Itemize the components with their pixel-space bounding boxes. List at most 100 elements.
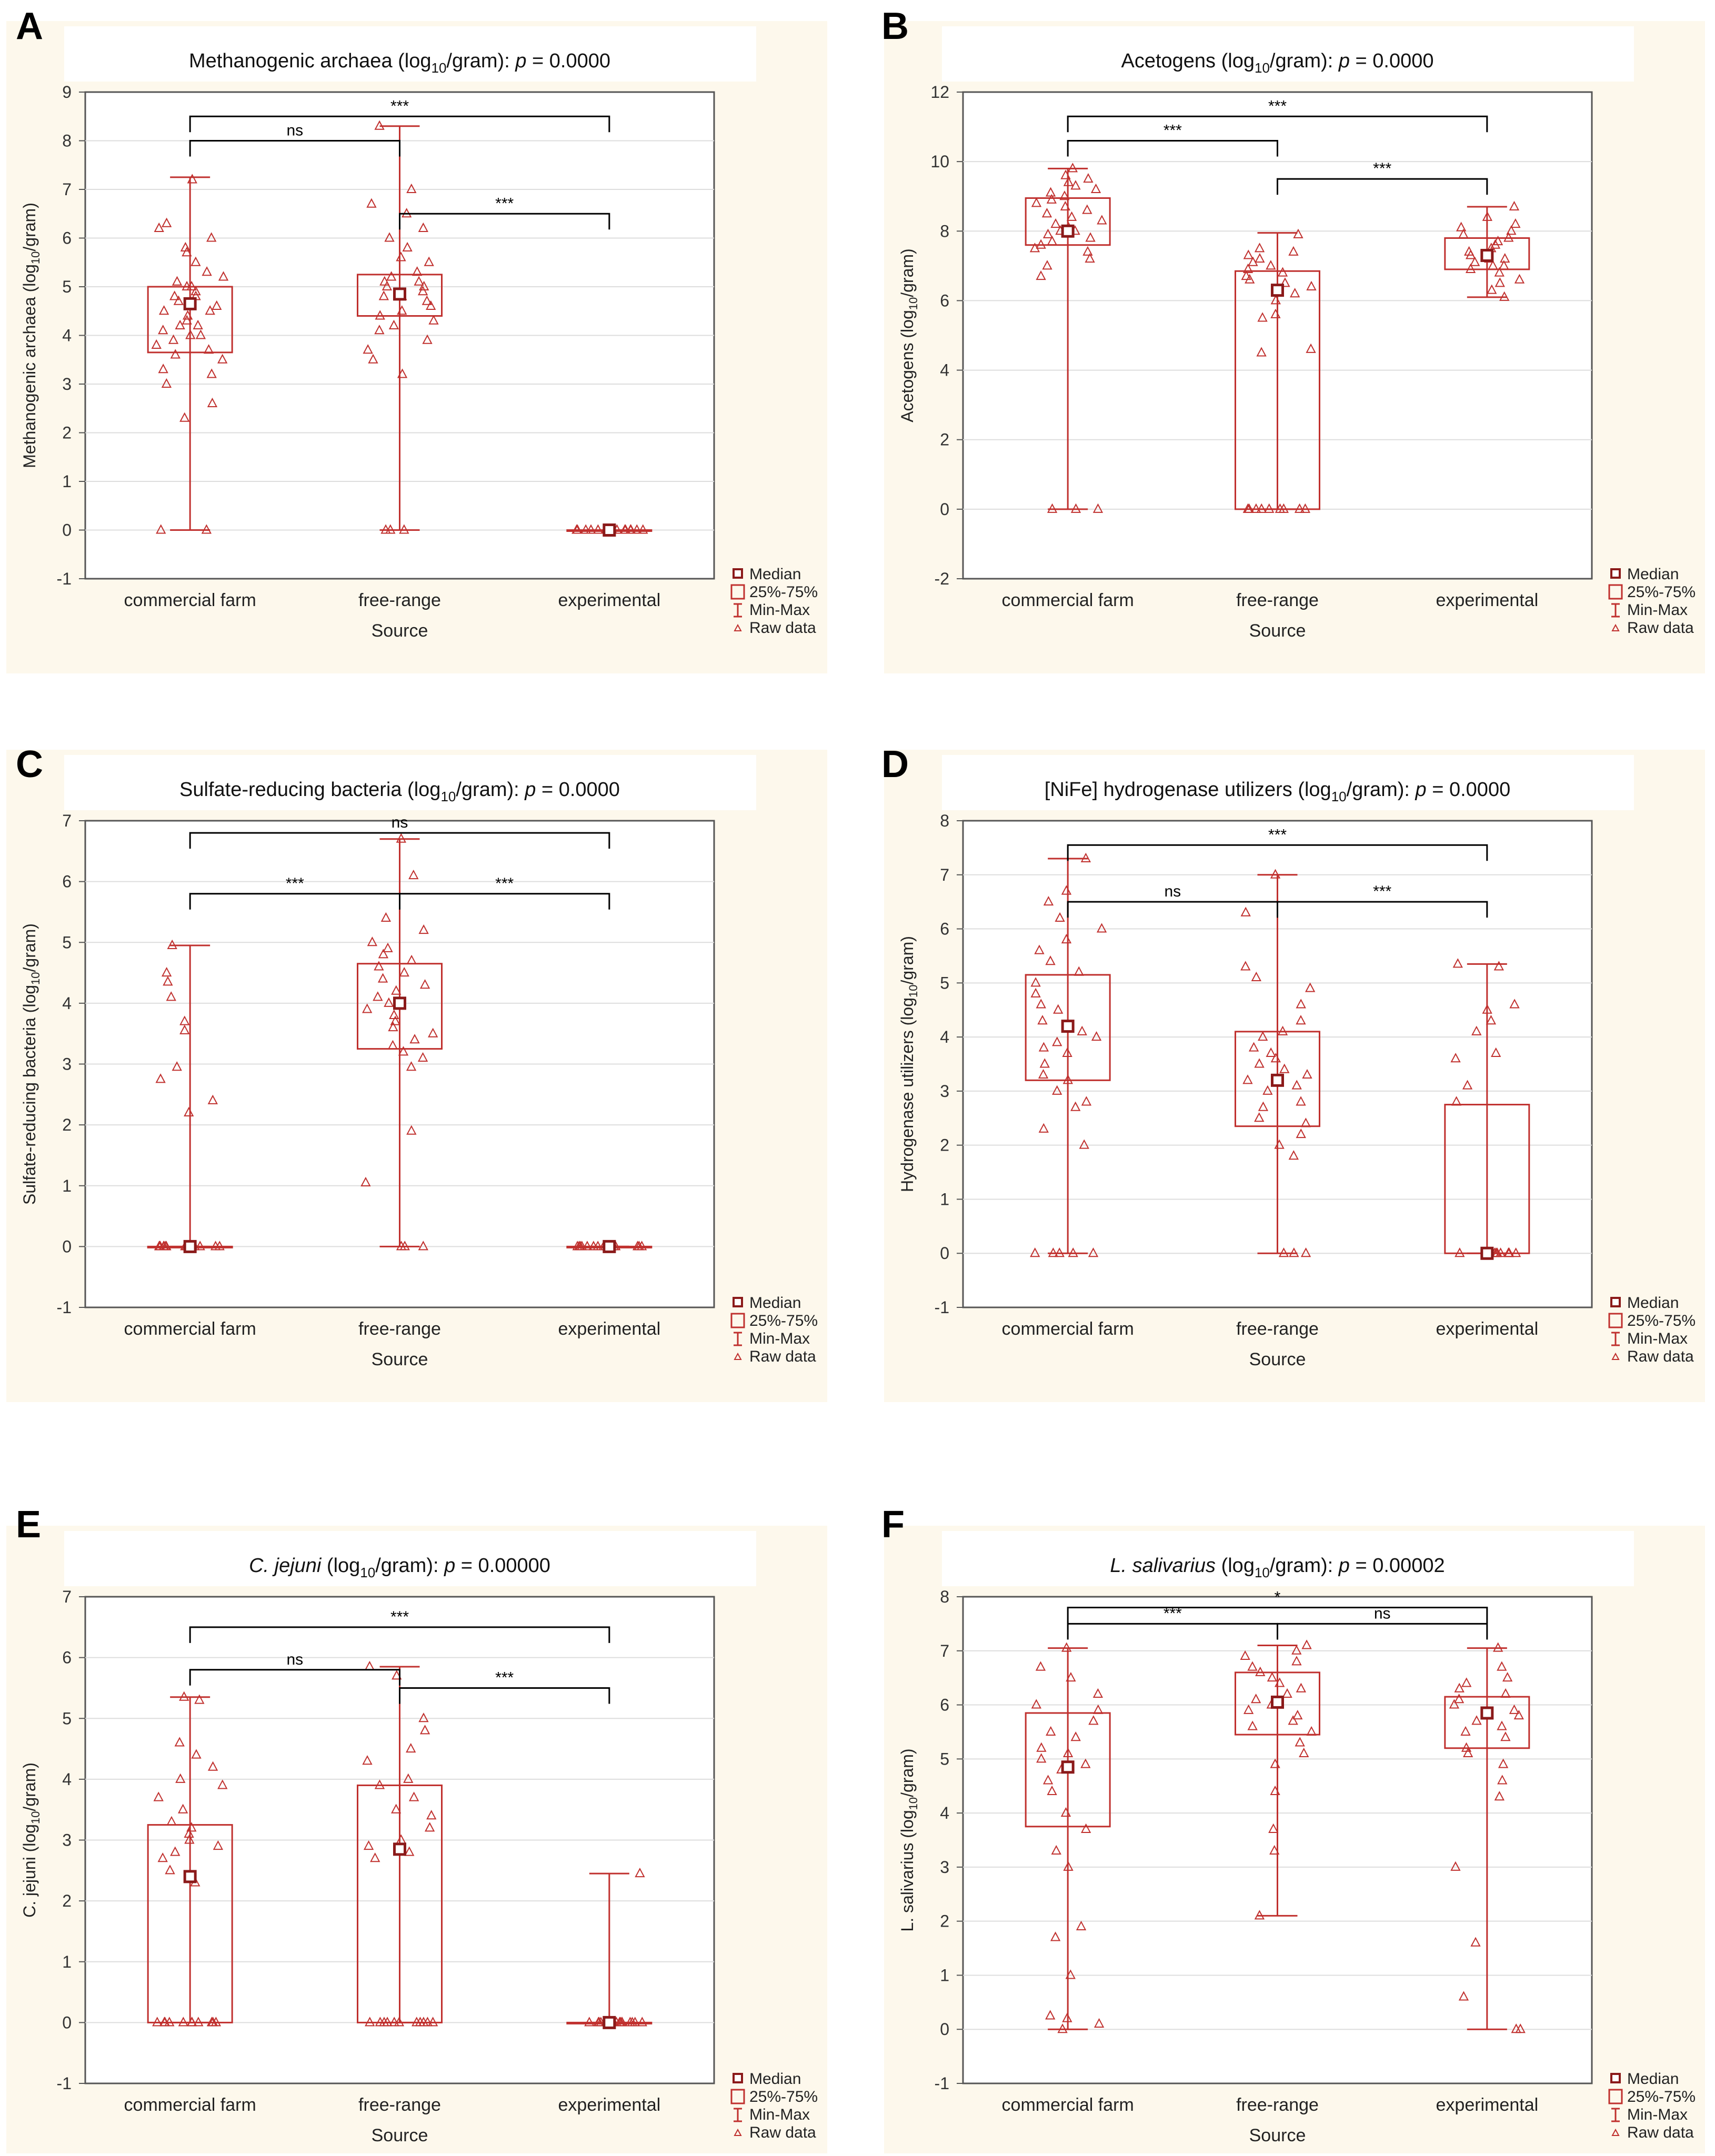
raw-data-point <box>187 2017 197 2027</box>
raw-data-point <box>1500 1688 1511 1698</box>
raw-data-point <box>389 2017 399 2027</box>
raw-data-point <box>373 991 383 1001</box>
raw-data-point <box>1493 1642 1503 1652</box>
legend-iqr-swatch <box>1608 2089 1623 2104</box>
y-tick-label: 5 <box>940 973 949 992</box>
raw-data-point <box>1062 2012 1072 2022</box>
chart-panel-E: E -1 0 1 2 3 4 5 6 7 C. jejuni (log10/gram): p = 0… <box>6 1504 827 2156</box>
raw-data-point <box>1294 503 1305 513</box>
raw-data-point <box>374 120 385 130</box>
raw-data-point <box>1038 1069 1049 1079</box>
raw-data-point <box>1254 243 1265 253</box>
iqr-box <box>1025 1712 1111 1828</box>
raw-data-point <box>1509 999 1520 1009</box>
raw-data-point <box>1070 1731 1081 1741</box>
raw-data-point <box>1059 190 1070 200</box>
y-tick-label: 3 <box>940 1858 949 1877</box>
raw-data-point <box>362 1755 373 1765</box>
raw-data-point <box>1066 211 1077 221</box>
y-tick-label: 8 <box>940 811 949 830</box>
raw-data-point <box>406 1061 417 1071</box>
raw-data-point <box>1255 253 1265 263</box>
raw-data-point <box>1063 176 1074 186</box>
legend-iqr-label: 25%-75% <box>1627 2088 1696 2105</box>
raw-data-point <box>363 1840 374 1850</box>
raw-data-point <box>1031 1699 1042 1709</box>
raw-data-point <box>206 2017 217 2027</box>
median-marker <box>603 1240 616 1253</box>
raw-data-point <box>1052 1036 1062 1046</box>
raw-data-point <box>391 1804 402 1814</box>
x-axis-label: Source <box>372 621 428 641</box>
raw-data-point <box>158 305 169 315</box>
raw-data-point <box>212 300 222 310</box>
raw-data-point <box>1277 1025 1288 1035</box>
y-tick-label: -1 <box>935 1298 949 1317</box>
raw-data-point <box>1038 1123 1049 1133</box>
raw-data-point <box>1301 1639 1312 1649</box>
raw-data-point <box>1251 503 1261 513</box>
raw-data-point <box>1277 267 1288 277</box>
raw-data-point <box>1461 1677 1472 1687</box>
raw-data-point <box>201 524 212 534</box>
raw-data-point <box>190 256 201 266</box>
raw-data-point <box>1280 277 1290 287</box>
y-tick-label: 7 <box>62 180 72 199</box>
raw-data-point <box>1274 1139 1285 1149</box>
median-marker <box>393 1842 406 1856</box>
panel-letter: F <box>881 1504 905 1546</box>
raw-data-point <box>389 1009 399 1019</box>
raw-data-point <box>1486 1015 1497 1025</box>
raw-data-point <box>207 397 218 407</box>
raw-data-point <box>1041 208 1052 218</box>
raw-data-point <box>1248 256 1258 266</box>
raw-data-point <box>419 979 430 989</box>
significance-label: *** <box>1373 160 1391 177</box>
raw-data-point <box>380 524 391 534</box>
raw-data-point <box>1270 1053 1281 1063</box>
raw-data-point <box>363 344 373 354</box>
median-marker <box>603 2016 616 2029</box>
raw-data-point <box>1067 163 1078 173</box>
raw-data-point <box>185 329 196 339</box>
legend-raw-label: Raw data <box>749 1348 816 1365</box>
y-tick-label: 2 <box>62 1891 72 1910</box>
y-tick-label: 4 <box>62 1770 72 1789</box>
raw-data-point <box>172 1061 182 1071</box>
raw-data-point <box>1270 869 1281 879</box>
raw-data-point <box>195 329 206 339</box>
raw-data-point <box>1240 906 1251 916</box>
raw-data-point <box>1451 1096 1462 1106</box>
raw-data-point <box>1240 961 1251 971</box>
raw-data-point <box>1296 999 1306 1009</box>
significance-label: *** <box>1164 1605 1182 1622</box>
legend-median-swatch <box>733 1297 743 1307</box>
significance-label: *** <box>390 1608 409 1626</box>
raw-data-point <box>1251 1694 1261 1704</box>
raw-data-point <box>1030 988 1041 998</box>
raw-data-point <box>190 286 201 296</box>
y-tick-label: 2 <box>940 430 949 449</box>
raw-data-point <box>1036 270 1046 280</box>
chart-title: L. salivarius (log10/gram): p = 0.00002 <box>1110 1555 1445 1580</box>
median-marker <box>1271 1695 1284 1709</box>
raw-data-point <box>1082 246 1093 256</box>
raw-data-point <box>1458 228 1469 238</box>
iqr-box <box>147 286 233 354</box>
raw-data-point <box>1047 235 1058 246</box>
raw-data-point <box>408 869 419 880</box>
raw-data-point <box>408 1791 419 1801</box>
significance-bracket <box>1067 844 1488 861</box>
raw-data-point <box>1243 249 1253 259</box>
raw-data-point <box>1240 1650 1250 1660</box>
legend-raw-swatch <box>1611 2128 1620 2136</box>
x-axis-label: Source <box>372 1349 428 1369</box>
x-tick-label: experimental <box>1436 2095 1539 2115</box>
raw-data-point <box>1254 1058 1265 1068</box>
raw-data-point <box>158 364 168 374</box>
y-tick-label: 3 <box>62 375 72 394</box>
y-tick-label: 12 <box>930 83 949 102</box>
raw-data-point <box>422 295 432 305</box>
raw-data-point <box>1045 2010 1056 2020</box>
y-tick-label: -1 <box>57 2074 72 2093</box>
